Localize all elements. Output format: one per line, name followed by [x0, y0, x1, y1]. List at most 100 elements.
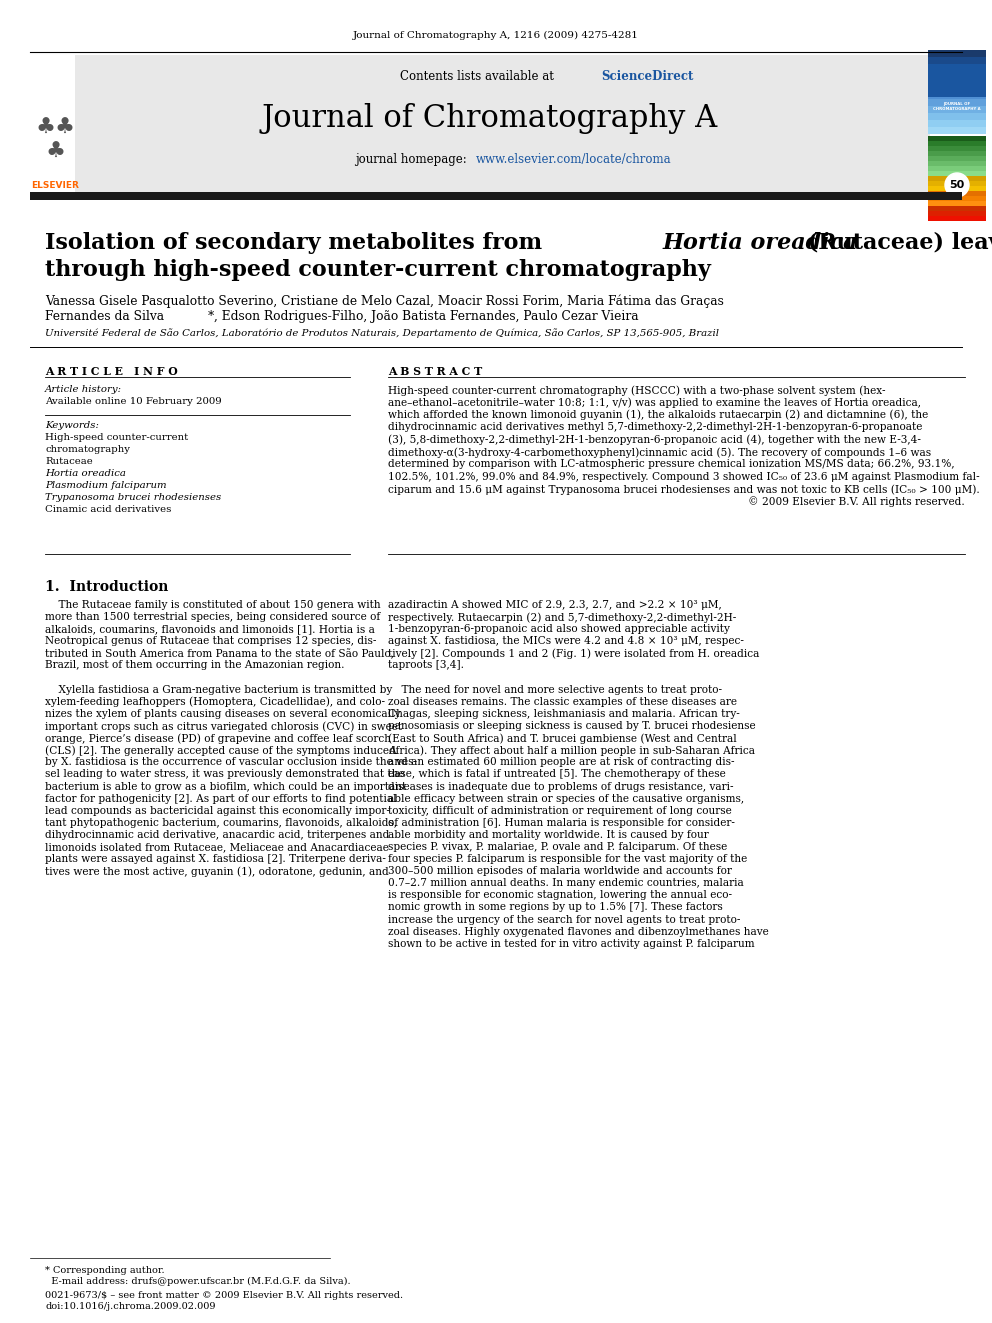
Text: toxicity, difficult of administration or requirement of long course: toxicity, difficult of administration or…	[388, 806, 732, 816]
Text: azadiractin A showed MIC of 2.9, 2.3, 2.7, and >2.2 × 10³ μM,: azadiractin A showed MIC of 2.9, 2.3, 2.…	[388, 601, 722, 610]
Text: Hortia oreadica: Hortia oreadica	[45, 468, 126, 478]
Bar	[928, 171, 986, 176]
Text: Rutaceae: Rutaceae	[45, 456, 92, 466]
Text: alkaloids, coumarins, flavonoids and limonoids [1]. Hortia is a: alkaloids, coumarins, flavonoids and lim…	[45, 624, 375, 634]
Text: important crops such as citrus variegated chlorosis (CVC) in sweet: important crops such as citrus variegate…	[45, 721, 402, 732]
Text: dihydrocinnamic acid derivative, anacardic acid, triterpenes and: dihydrocinnamic acid derivative, anacard…	[45, 830, 390, 840]
Text: doi:10.1016/j.chroma.2009.02.009: doi:10.1016/j.chroma.2009.02.009	[45, 1302, 215, 1311]
Text: panosomiasis or sleeping sickness is caused by T. brucei rhodesiense: panosomiasis or sleeping sickness is cau…	[388, 721, 756, 732]
Text: Available online 10 February 2009: Available online 10 February 2009	[45, 397, 221, 406]
Text: A B S T R A C T: A B S T R A C T	[388, 366, 482, 377]
Text: *: *	[208, 310, 214, 323]
Text: factor for pathogenicity [2]. As part of our efforts to find potential: factor for pathogenicity [2]. As part of…	[45, 794, 397, 803]
Circle shape	[945, 173, 969, 197]
Text: Chagas, sleeping sickness, leishmaniasis and malaria. African try-: Chagas, sleeping sickness, leishmaniasis…	[388, 709, 740, 718]
Text: Neotropical genus of Rutaceae that comprises 12 species, dis-: Neotropical genus of Rutaceae that compr…	[45, 636, 376, 647]
Text: Keywords:: Keywords:	[45, 421, 99, 430]
Text: Xylella fastidiosa a Gram-negative bacterium is transmitted by: Xylella fastidiosa a Gram-negative bacte…	[45, 685, 392, 695]
Bar	[928, 165, 986, 171]
Text: Journal of Chromatography A, 1216 (2009) 4275-4281: Journal of Chromatography A, 1216 (2009)…	[353, 30, 639, 40]
Text: 0021-9673/$ – see front matter © 2009 Elsevier B.V. All rights reserved.: 0021-9673/$ – see front matter © 2009 El…	[45, 1291, 403, 1301]
Bar	[928, 196, 986, 201]
Text: tributed in South America from Panama to the state of São Paulo,: tributed in South America from Panama to…	[45, 648, 394, 659]
Text: able morbidity and mortality worldwide. It is caused by four: able morbidity and mortality worldwide. …	[388, 830, 708, 840]
Text: JOURNAL OF
CHROMATOGRAPHY A: JOURNAL OF CHROMATOGRAPHY A	[933, 102, 981, 111]
Text: taproots [3,4].: taproots [3,4].	[388, 660, 464, 671]
Text: 1.  Introduction: 1. Introduction	[45, 579, 169, 594]
Text: which afforded the known limonoid guyanin (1), the alkaloids rutaecarpin (2) and: which afforded the known limonoid guyani…	[388, 410, 929, 421]
Text: Contents lists available at: Contents lists available at	[400, 70, 558, 83]
Text: sel leading to water stress, it was previously demonstrated that the: sel leading to water stress, it was prev…	[45, 770, 405, 779]
Bar	[928, 156, 986, 161]
Text: ScienceDirect: ScienceDirect	[601, 70, 693, 83]
Text: able efficacy between strain or species of the causative organisms,: able efficacy between strain or species …	[388, 794, 744, 803]
Text: High-speed counter-current: High-speed counter-current	[45, 433, 188, 442]
Text: zoal diseases remains. The classic examples of these diseases are: zoal diseases remains. The classic examp…	[388, 697, 737, 706]
Text: Plasmodium falciparum: Plasmodium falciparum	[45, 482, 167, 490]
Text: determined by comparison with LC-atmospheric pressure chemical ionization MS/MS : determined by comparison with LC-atmosph…	[388, 459, 954, 470]
Text: shown to be active in tested for in vitro activity against P. falciparum: shown to be active in tested for in vitr…	[388, 939, 755, 949]
Text: The need for novel and more selective agents to treat proto-: The need for novel and more selective ag…	[388, 685, 722, 695]
Text: E-mail address: drufs@power.ufscar.br (M.F.d.G.F. da Silva).: E-mail address: drufs@power.ufscar.br (M…	[45, 1277, 350, 1286]
Text: 1-benzopyran-6-propanoic acid also showed appreciable activity: 1-benzopyran-6-propanoic acid also showe…	[388, 624, 730, 634]
Text: The Rutaceae family is constituted of about 150 genera with: The Rutaceae family is constituted of ab…	[45, 601, 381, 610]
Text: diseases is inadequate due to problems of drugs resistance, vari-: diseases is inadequate due to problems o…	[388, 782, 733, 791]
Bar	[928, 57, 986, 64]
Text: Article history:: Article history:	[45, 385, 122, 394]
Text: by X. fastidiosa is the occurrence of vascular occlusion inside the ves-: by X. fastidiosa is the occurrence of va…	[45, 757, 417, 767]
Text: Isolation of secondary metabolites from: Isolation of secondary metabolites from	[45, 232, 550, 254]
Bar	[928, 176, 986, 181]
Bar	[928, 146, 986, 151]
Bar	[928, 99, 986, 106]
Bar	[30, 192, 962, 200]
Bar	[928, 201, 986, 206]
Text: through high-speed counter-current chromatography: through high-speed counter-current chrom…	[45, 259, 711, 280]
Text: nomic growth in some regions by up to 1.5% [7]. These factors: nomic growth in some regions by up to 1.…	[388, 902, 723, 913]
Text: www.elsevier.com/locate/chroma: www.elsevier.com/locate/chroma	[476, 153, 672, 167]
Text: is responsible for economic stagnation, lowering the annual eco-: is responsible for economic stagnation, …	[388, 890, 732, 901]
Text: Fernandes da Silva: Fernandes da Silva	[45, 310, 164, 323]
Text: Africa). They affect about half a million people in sub-Saharan Africa: Africa). They affect about half a millio…	[388, 745, 755, 755]
Text: more than 1500 terrestrial species, being considered source of: more than 1500 terrestrial species, bein…	[45, 613, 380, 622]
Text: tives were the most active, guyanin (1), odoratone, gedunin, and: tives were the most active, guyanin (1),…	[45, 867, 389, 877]
Text: and an estimated 60 million people are at risk of contracting dis-: and an estimated 60 million people are a…	[388, 757, 734, 767]
Text: four species P. falciparum is responsible for the vast majority of the: four species P. falciparum is responsibl…	[388, 855, 747, 864]
Text: * Corresponding author.: * Corresponding author.	[45, 1266, 165, 1275]
Text: (3), 5,8-dimethoxy-2,2-dimethyl-2H-1-benzopyran-6-propanoic acid (4), together w: (3), 5,8-dimethoxy-2,2-dimethyl-2H-1-ben…	[388, 434, 921, 445]
Bar	[928, 216, 986, 221]
Text: xylem-feeding leafhoppers (Homoptera, Cicadellidae), and colo-: xylem-feeding leafhoppers (Homoptera, Ci…	[45, 697, 385, 708]
Text: bacterium is able to grow as a biofilm, which could be an important: bacterium is able to grow as a biofilm, …	[45, 782, 407, 791]
Text: dimethoxy-α(3-hydroxy-4-carbomethoxyphenyl)cinnamic acid (5). The recovery of co: dimethoxy-α(3-hydroxy-4-carbomethoxyphen…	[388, 447, 931, 458]
Bar	[928, 187, 986, 191]
Text: Vanessa Gisele Pasqualotto Severino, Cristiane de Melo Cazal, Moacir Rossi Forim: Vanessa Gisele Pasqualotto Severino, Cri…	[45, 295, 724, 308]
Text: A R T I C L E   I N F O: A R T I C L E I N F O	[45, 366, 178, 377]
Text: 50: 50	[949, 180, 964, 191]
Bar	[928, 65, 986, 97]
Text: Journal of Chromatography A: Journal of Chromatography A	[262, 102, 718, 134]
Text: chromatography: chromatography	[45, 445, 130, 454]
Text: 102.5%, 101.2%, 99.0% and 84.9%, respectively. Compound 3 showed IC₅₀ of 23.6 μM: 102.5%, 101.2%, 99.0% and 84.9%, respect…	[388, 472, 980, 482]
Text: plants were assayed against X. fastidiosa [2]. Triterpene deriva-: plants were assayed against X. fastidios…	[45, 855, 386, 864]
Bar	[928, 64, 986, 71]
Bar	[928, 50, 986, 57]
Text: © 2009 Elsevier B.V. All rights reserved.: © 2009 Elsevier B.V. All rights reserved…	[748, 496, 965, 508]
Text: High-speed counter-current chromatography (HSCCC) with a two-phase solvent syste: High-speed counter-current chromatograph…	[388, 385, 886, 396]
Bar	[928, 210, 986, 216]
Text: species P. vivax, P. malariae, P. ovale and P. falciparum. Of these: species P. vivax, P. malariae, P. ovale …	[388, 841, 727, 852]
Text: Université Federal de São Carlos, Laboratório de Produtos Naturais, Departamento: Université Federal de São Carlos, Labora…	[45, 328, 719, 337]
Bar	[75, 56, 930, 194]
Bar	[928, 106, 986, 112]
Bar	[928, 71, 986, 78]
Text: (Rutaceae) leaves: (Rutaceae) leaves	[800, 232, 992, 254]
Bar	[928, 136, 986, 142]
Bar	[928, 206, 986, 210]
Bar	[928, 161, 986, 165]
Text: journal homepage:: journal homepage:	[355, 153, 470, 167]
Text: tively [2]. Compounds 1 and 2 (Fig. 1) were isolated from H. oreadica: tively [2]. Compounds 1 and 2 (Fig. 1) w…	[388, 648, 759, 659]
Text: of administration [6]. Human malaria is responsible for consider-: of administration [6]. Human malaria is …	[388, 818, 735, 828]
Text: against X. fastidiosa, the MICs were 4.2 and 4.8 × 10³ μM, respec-: against X. fastidiosa, the MICs were 4.2…	[388, 636, 744, 647]
Text: increase the urgency of the search for novel agents to treat proto-: increase the urgency of the search for n…	[388, 914, 740, 925]
Text: dihydrocinnamic acid derivatives methyl 5,7-dimethoxy-2,2-dimethyl-2H-1-benzopyr: dihydrocinnamic acid derivatives methyl …	[388, 422, 923, 433]
Bar	[928, 191, 986, 196]
Text: ciparum and 15.6 μM against Trypanosoma brucei rhodesienses and was not toxic to: ciparum and 15.6 μM against Trypanosoma …	[388, 484, 980, 495]
